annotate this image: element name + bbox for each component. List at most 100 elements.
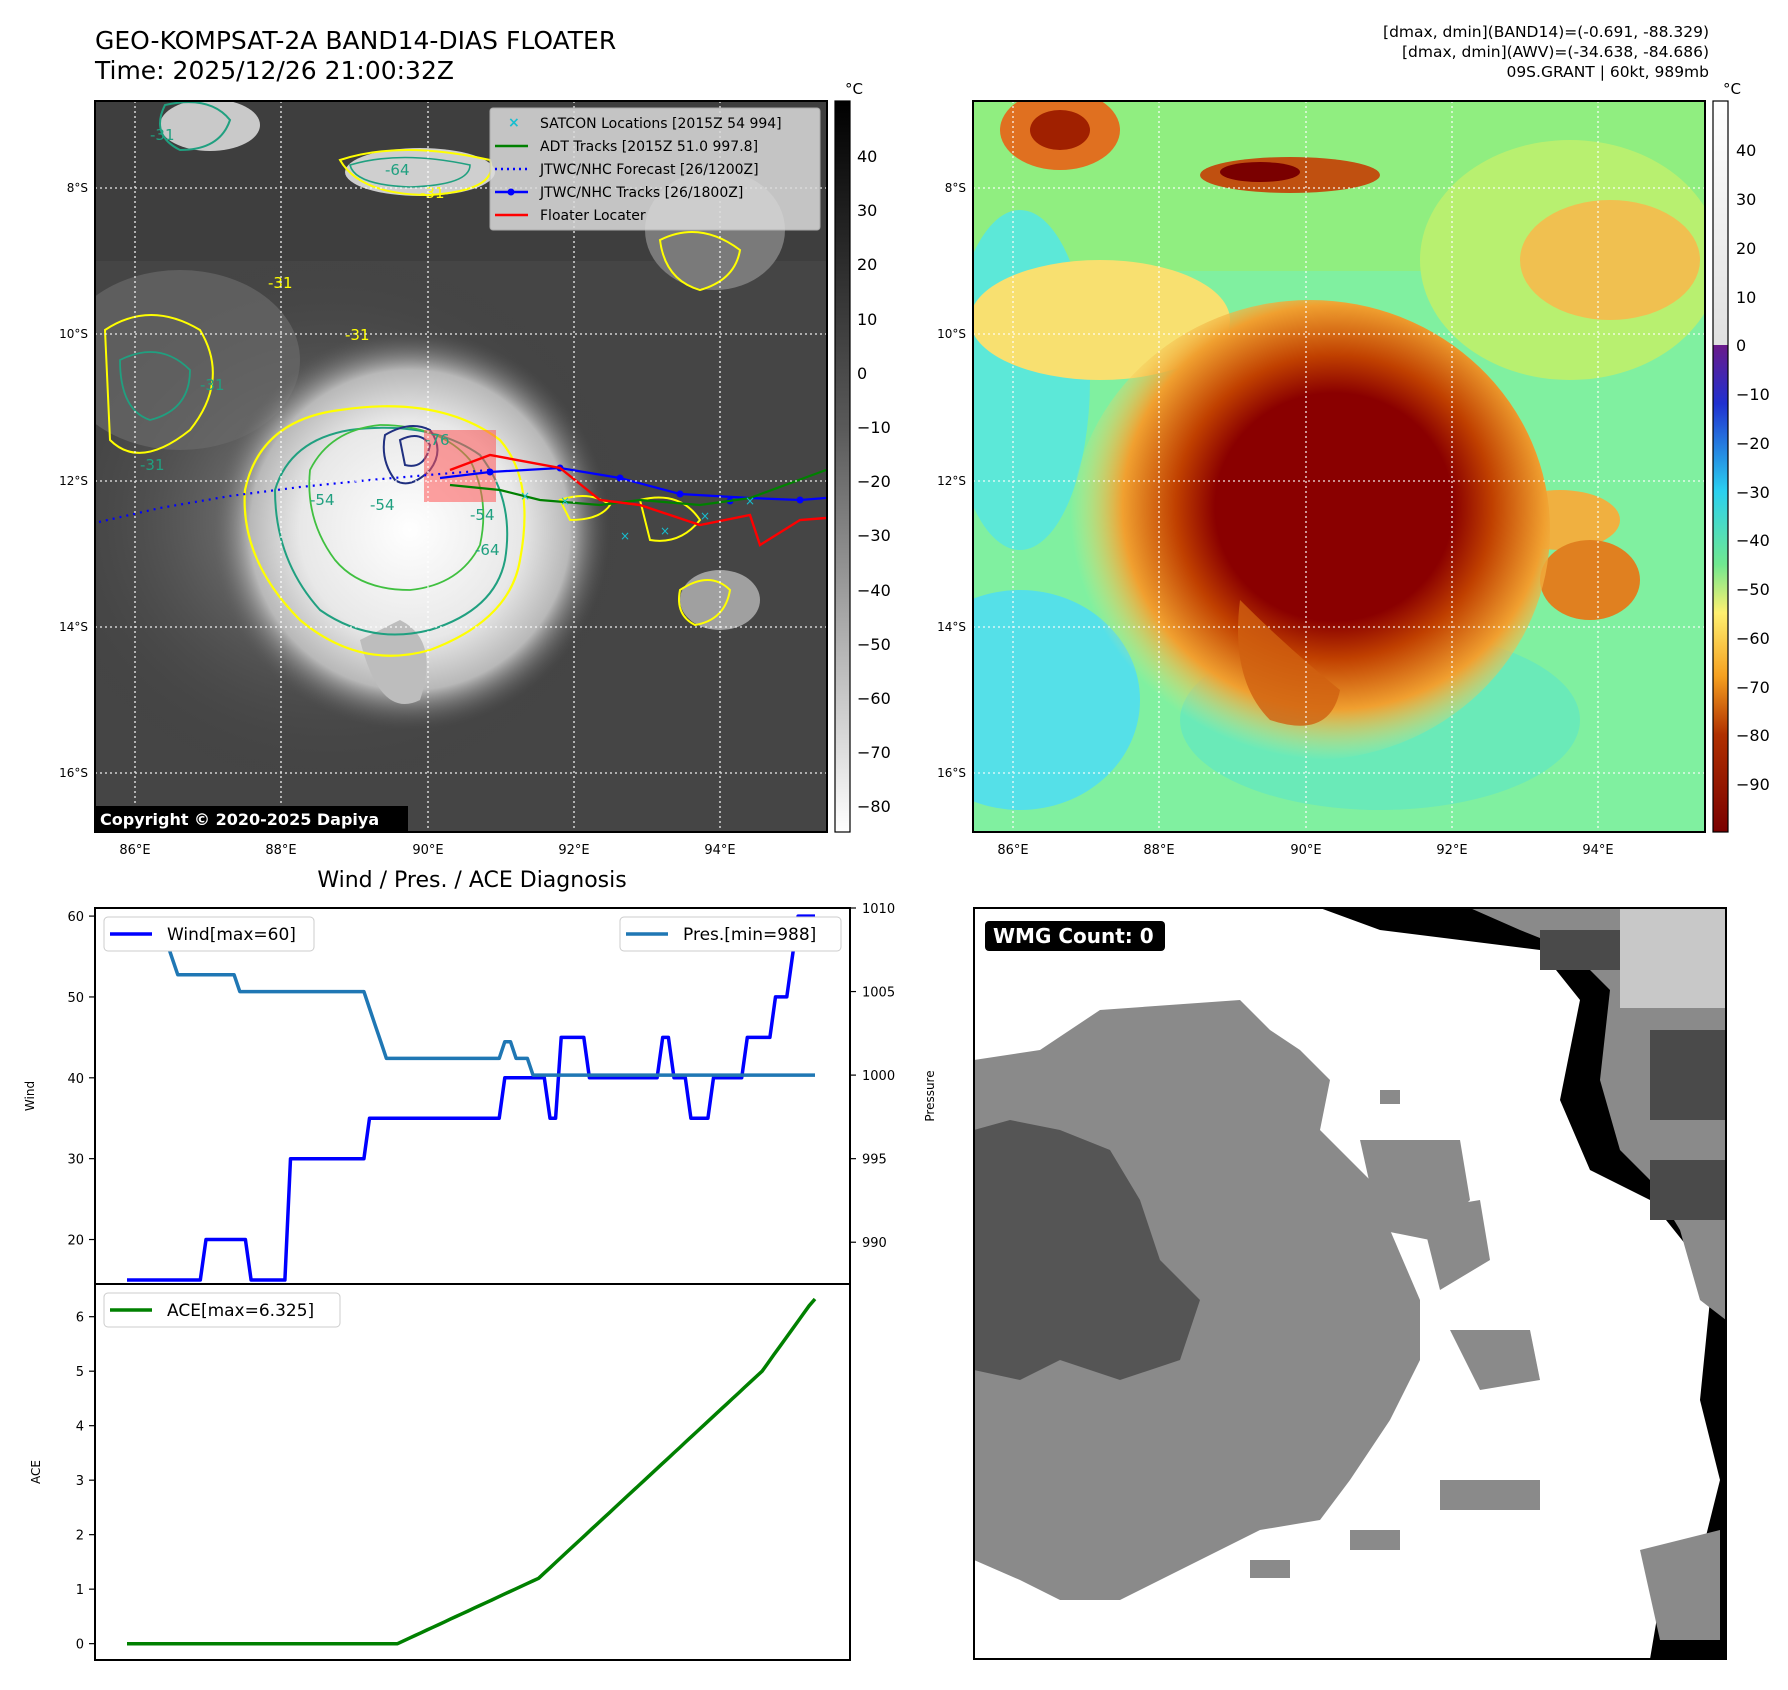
- ir-cb-tick-40: 40: [857, 147, 877, 166]
- awv-cb-tick-m10: −10: [1736, 385, 1770, 404]
- legend-besttrack-label: JTWC/NHC Tracks [26/1800Z]: [539, 185, 743, 201]
- svg-text:×: ×: [620, 529, 630, 543]
- svg-text:×: ×: [520, 489, 530, 503]
- awv-lat-10: 10°S: [937, 327, 966, 341]
- pressure-ytick-3: 1005: [862, 986, 895, 1001]
- diagnosis-title: Wind / Pres. / ACE Diagnosis: [317, 868, 626, 893]
- wind-ytick-4: 60: [67, 910, 84, 925]
- ir-cb-tick-0: 0: [857, 364, 867, 383]
- pressure-ytick-1: 995: [862, 1153, 887, 1168]
- wind-yticks: 20 30 40 50 60: [67, 910, 95, 1249]
- ir-lon-88: 88°E: [265, 843, 296, 858]
- ace-yticks: 0 1 2 3 4 5 6: [76, 1311, 95, 1653]
- ir-frame: [94, 100, 828, 833]
- ir-gridlines: [95, 101, 827, 832]
- info-block: [dmax, dmin](BAND14)=(-0.691, -88.329) […: [1383, 22, 1709, 82]
- awv-lon-labels: 86°E 88°E 90°E 92°E 94°E: [997, 843, 1613, 858]
- ir-cb-tick-m40: −40: [857, 581, 891, 600]
- contour-label-5: -54: [370, 496, 395, 514]
- legend-forecast-label: JTWC/NHC Forecast [26/1200Z]: [539, 162, 759, 178]
- info-line-awv: [dmax, dmin](AWV)=(-34.638, -84.686): [1402, 43, 1709, 61]
- wind-ylabel: Wind: [23, 1081, 37, 1111]
- contour-label-7: -64: [385, 161, 410, 179]
- wmg-frame: [973, 907, 1727, 1660]
- legend-floater-label: Floater Locater: [540, 208, 646, 224]
- info-line-band14: [dmax, dmin](BAND14)=(-0.691, -88.329): [1383, 23, 1709, 41]
- awv-colorbar: °C 40 30 20 10 0 −10 −20 −30 −40 −50 −60…: [1712, 80, 1770, 833]
- pressure-ytick-4: 1010: [862, 902, 895, 917]
- ir-cb-tick-m80: −80: [857, 797, 891, 816]
- awv-cb-tick-m50: −50: [1736, 580, 1770, 599]
- contour-label-11: -31: [200, 376, 225, 394]
- pressure-legend-label: Pres.[min=988]: [683, 925, 816, 945]
- ir-cb-tick-m30: −30: [857, 526, 891, 545]
- svg-text:×: ×: [660, 524, 670, 538]
- legend-adt-label: ADT Tracks [2015Z 51.0 997.8]: [540, 139, 758, 155]
- wind-ytick-0: 20: [67, 1234, 84, 1249]
- pressure-series-line: [127, 922, 815, 1077]
- ace-ytick-2: 2: [76, 1529, 84, 1544]
- svg-text:×: ×: [700, 509, 710, 523]
- awv-lon-94: 94°E: [1582, 843, 1613, 858]
- ir-lon-labels: 86°E 88°E 90°E 92°E 94°E: [119, 843, 735, 858]
- contour-label-2: -31: [345, 326, 370, 344]
- ir-lat-8: 8°S: [67, 181, 88, 195]
- ir-lat-12: 12°S: [59, 474, 88, 488]
- info-line-storm: 09S.GRANT | 60kt, 989mb: [1506, 63, 1709, 81]
- awv-lat-8: 8°S: [945, 181, 966, 195]
- ir-cb-tick-30: 30: [857, 201, 877, 220]
- ir-lon-92: 92°E: [558, 843, 589, 858]
- awv-gridlines: [973, 101, 1705, 832]
- ace-ytick-5: 5: [76, 1365, 84, 1380]
- ir-cb-tick-m10: −10: [857, 418, 891, 437]
- contour-label-8: -76: [425, 431, 450, 449]
- awv-imagery: [973, 101, 1705, 832]
- ir-cb-tick-m50: −50: [857, 635, 891, 654]
- awv-colorbar-ticks: 40 30 20 10 0 −10 −20 −30 −40 −50 −60 −7…: [1736, 141, 1770, 794]
- wind-ytick-1: 30: [67, 1153, 84, 1168]
- ir-cb-tick-m60: −60: [857, 689, 891, 708]
- ir-cb-tick-m70: −70: [857, 743, 891, 762]
- awv-colorbar-unit: °C: [1723, 80, 1741, 98]
- ace-legend-label: ACE[max=6.325]: [167, 1301, 314, 1321]
- wind-series-line: [127, 914, 815, 1282]
- copyright-box: [95, 806, 408, 832]
- ir-lat-16: 16°S: [59, 766, 88, 780]
- contour-label-12: -54: [470, 506, 495, 524]
- awv-lon-90: 90°E: [1290, 843, 1321, 858]
- legend-satcon-label: SATCON Locations [2015Z 54 994]: [540, 116, 782, 132]
- ir-lat-14: 14°S: [59, 620, 88, 634]
- awv-cb-tick-m70: −70: [1736, 678, 1770, 697]
- awv-cb-tick-40: 40: [1736, 141, 1756, 160]
- ace-ylabel: ACE: [29, 1460, 43, 1484]
- ir-lon-86: 86°E: [119, 843, 150, 858]
- contour-label-3: -31: [420, 184, 445, 202]
- ace-ytick-3: 3: [76, 1474, 84, 1489]
- ir-lon-90: 90°E: [412, 843, 443, 858]
- ace-legend: ACE[max=6.325]: [103, 1292, 341, 1328]
- awv-panel: 8°S 10°S 12°S 14°S 16°S 86°E 88°E 90°E 9…: [937, 80, 1770, 858]
- wind-pressure-lines: [127, 914, 815, 1282]
- awv-cb-tick-m60: −60: [1736, 629, 1770, 648]
- svg-text:×: ×: [745, 494, 755, 508]
- wind-pressure-chart: 20 30 40 50 60 990 995 1000 1005 1010 Wind Press…: [23, 902, 937, 1285]
- pressure-ylabel: Pressure: [923, 1070, 937, 1121]
- awv-cb-tick-m90: −90: [1736, 775, 1770, 794]
- figure-time: Time: 2025/12/26 21:00:32Z: [95, 56, 454, 85]
- contour-label-6: -64: [475, 541, 500, 559]
- wind-ytick-3: 50: [67, 991, 84, 1006]
- ir-colorbar: °C 40 30 20 10 0 −10 −20 −30 −40 −50 −60…: [834, 80, 891, 833]
- wmg-count-label: WMG Count: 0: [993, 924, 1154, 948]
- figure-title: GEO-KOMPSAT-2A BAND14-DIAS FLOATER: [95, 26, 617, 55]
- ace-ytick-6: 6: [76, 1311, 84, 1326]
- wind-legend: Wind[max=60]: [103, 916, 315, 952]
- awv-cb-tick-m40: −40: [1736, 531, 1770, 550]
- legend-besttrack-marker: [507, 188, 515, 196]
- ace-ytick-0: 0: [76, 1638, 84, 1653]
- ir-lat-labels: 8°S 10°S 12°S 14°S 16°S: [59, 181, 88, 780]
- contour-label-10: -31: [140, 456, 165, 474]
- awv-lat-12: 12°S: [937, 474, 966, 488]
- svg-text:×: ×: [560, 494, 570, 508]
- ir-panel: -31 -31 -31 -54 -54 -64 -64 -76 -31 -31 …: [59, 80, 891, 858]
- awv-cb-tick-10: 10: [1736, 288, 1756, 307]
